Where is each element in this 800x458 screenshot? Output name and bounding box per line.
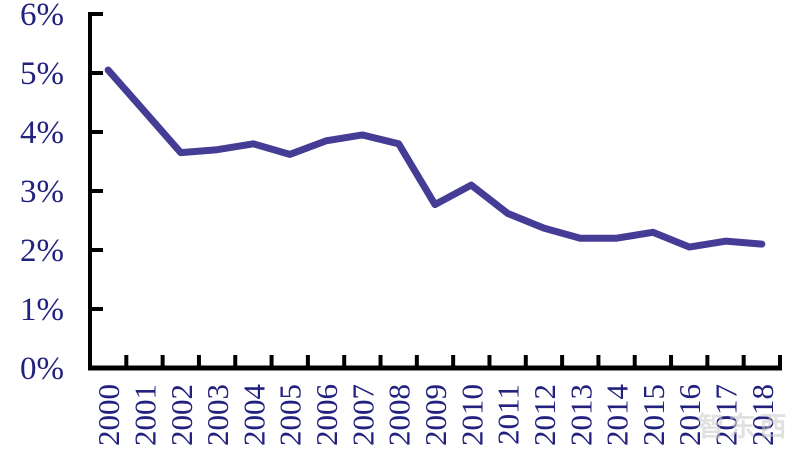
y-tick-label: 1%	[20, 292, 64, 328]
x-tick-label: 2012	[527, 384, 562, 446]
x-tick-label: 2014	[600, 384, 635, 447]
x-tick-label: 2000	[91, 384, 126, 446]
x-tick-label: 2003	[200, 384, 235, 446]
x-tick-label: 2018	[745, 384, 780, 446]
x-tick-label: 2005	[273, 384, 308, 446]
x-tick-label: 2001	[127, 384, 162, 446]
x-tick-label: 2006	[309, 384, 344, 446]
y-tick-label: 5%	[20, 56, 64, 92]
y-axis-ticks: 0% 1% 2% 3% 4% 5% 6%	[20, 0, 103, 387]
x-axis-labels: 2000 2001 2002 2003 2004 2005 2006 2007 2008 2009…	[91, 384, 780, 447]
x-tick-label: 2009	[418, 384, 453, 446]
x-tick-label: 2017	[709, 384, 744, 446]
x-axis-ticks	[88, 355, 782, 368]
axes	[88, 12, 782, 371]
y-tick-label: 4%	[20, 115, 64, 151]
series-line	[104, 66, 766, 251]
x-tick-label: 2007	[345, 384, 380, 446]
x-tick-label: 2015	[636, 384, 671, 446]
x-tick-label: 2011	[491, 384, 526, 445]
x-tick-label: 2016	[672, 384, 707, 446]
y-tick-label: 3%	[20, 174, 64, 210]
x-tick-label: 2013	[563, 384, 598, 446]
x-tick-label: 2010	[454, 384, 489, 446]
x-tick-label: 2004	[236, 384, 271, 447]
y-tick-label: 6%	[20, 0, 64, 33]
y-tick-label: 2%	[20, 233, 64, 269]
x-tick-label: 2002	[164, 384, 199, 446]
x-tick-label: 2008	[382, 384, 417, 446]
y-tick-label: 0%	[20, 351, 64, 387]
